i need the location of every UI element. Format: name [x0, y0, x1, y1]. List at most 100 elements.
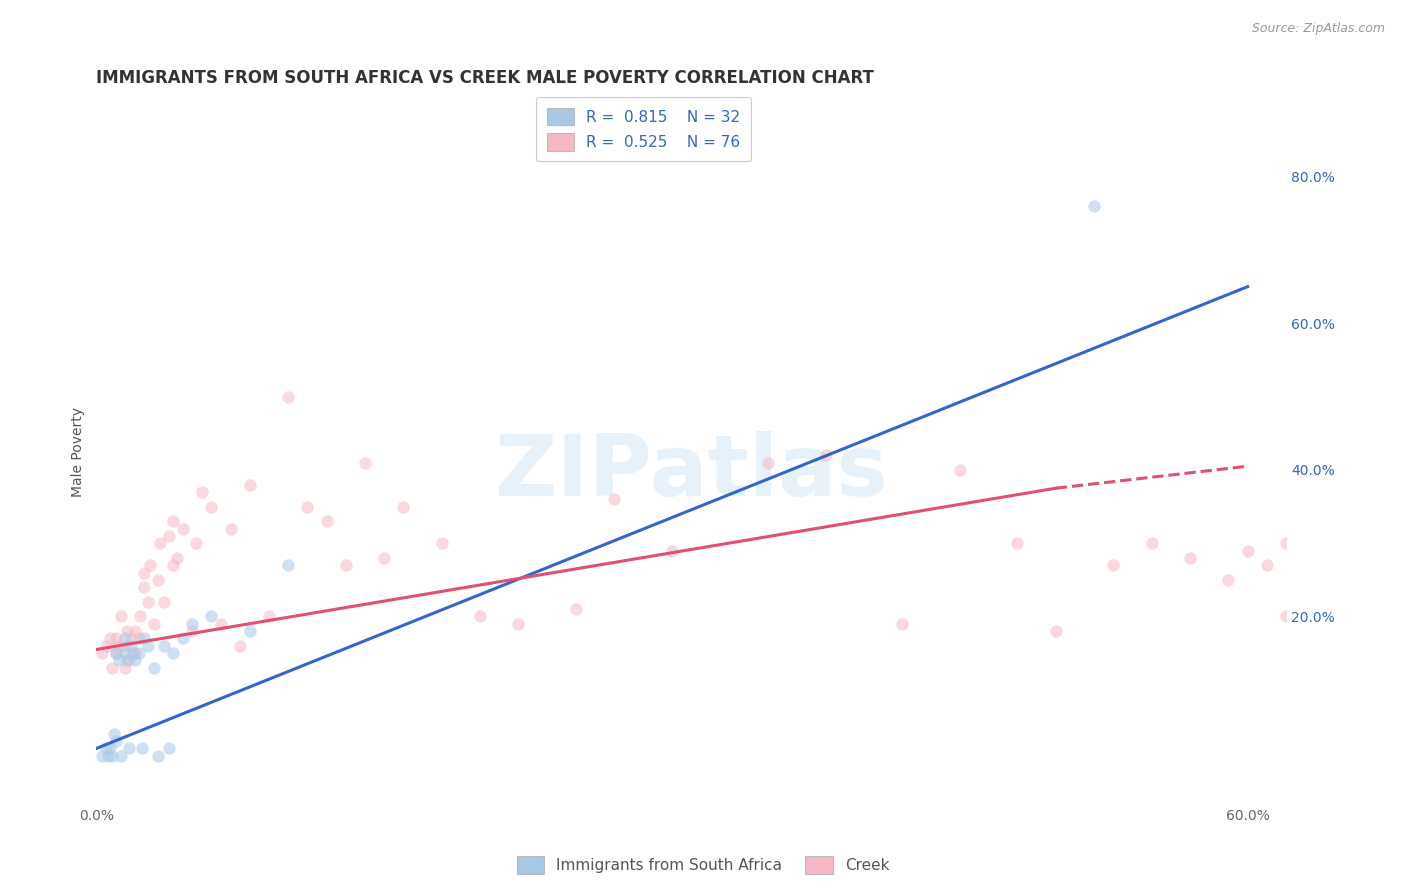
Point: [297, 500, 319, 514]
Point: [136, 639, 159, 653]
Point: [100, 748, 122, 763]
Text: ZIPatlas: ZIPatlas: [495, 431, 889, 514]
Point: [118, 741, 141, 756]
Point: [103, 727, 125, 741]
Point: [949, 463, 972, 477]
Point: [184, 536, 207, 550]
Point: [1178, 550, 1201, 565]
Point: [110, 609, 132, 624]
Point: [114, 639, 136, 653]
Point: [661, 543, 683, 558]
Point: [229, 639, 252, 653]
Point: [146, 748, 169, 763]
Point: [1236, 543, 1258, 558]
Point: [124, 646, 146, 660]
Point: [172, 522, 194, 536]
Point: [1102, 558, 1125, 573]
Point: [128, 646, 150, 660]
Point: [108, 639, 131, 653]
Point: [756, 456, 779, 470]
Point: [603, 492, 626, 507]
Point: [1313, 595, 1336, 609]
Point: [110, 748, 132, 763]
Point: [335, 558, 357, 573]
Point: [200, 609, 222, 624]
Point: [1256, 558, 1278, 573]
Text: IMMIGRANTS FROM SOUTH AFRICA VS CREEK MALE POVERTY CORRELATION CHART: IMMIGRANTS FROM SOUTH AFRICA VS CREEK MA…: [97, 69, 875, 87]
Point: [257, 609, 280, 624]
Point: [94, 639, 117, 653]
Point: [172, 632, 194, 646]
Point: [181, 624, 204, 639]
Point: [157, 741, 180, 756]
Point: [392, 500, 415, 514]
Point: [91, 748, 114, 763]
Point: [1371, 550, 1393, 565]
Point: [1218, 573, 1240, 587]
Point: [97, 748, 120, 763]
Point: [120, 639, 142, 653]
Point: [118, 653, 141, 667]
Point: [219, 522, 242, 536]
Text: Source: ZipAtlas.com: Source: ZipAtlas.com: [1251, 22, 1385, 36]
Point: [152, 639, 174, 653]
Point: [1333, 566, 1355, 580]
Point: [508, 616, 530, 631]
Point: [1275, 536, 1298, 550]
Point: [104, 646, 127, 660]
Point: [166, 550, 188, 565]
Y-axis label: Male Poverty: Male Poverty: [72, 407, 86, 497]
Point: [1045, 624, 1067, 639]
Point: [239, 624, 262, 639]
Point: [114, 632, 136, 646]
Point: [91, 646, 114, 660]
Point: [100, 661, 122, 675]
Point: [315, 514, 337, 528]
Point: [1140, 536, 1163, 550]
Point: [104, 734, 127, 748]
Point: [115, 624, 138, 639]
Point: [1333, 550, 1355, 565]
Point: [277, 390, 299, 404]
Point: [1007, 536, 1029, 550]
Point: [354, 456, 377, 470]
Point: [139, 558, 162, 573]
Point: [98, 741, 121, 756]
Point: [114, 646, 136, 660]
Point: [373, 550, 395, 565]
Legend: Immigrants from South Africa, Creek: Immigrants from South Africa, Creek: [510, 850, 896, 880]
Point: [181, 616, 204, 631]
Point: [108, 653, 131, 667]
Point: [114, 661, 136, 675]
Point: [104, 632, 127, 646]
Point: [104, 646, 127, 660]
Point: [136, 595, 159, 609]
Point: [98, 632, 121, 646]
Point: [162, 558, 184, 573]
Point: [146, 573, 169, 587]
Point: [134, 566, 156, 580]
Point: [152, 595, 174, 609]
Point: [162, 514, 184, 528]
Point: [891, 616, 914, 631]
Point: [814, 448, 837, 462]
Point: [115, 653, 138, 667]
Point: [1351, 573, 1374, 587]
Point: [142, 661, 165, 675]
Point: [121, 646, 143, 660]
Point: [124, 624, 146, 639]
Point: [134, 632, 156, 646]
Point: [1083, 199, 1105, 213]
Point: [162, 646, 184, 660]
Point: [191, 484, 214, 499]
Point: [1294, 558, 1316, 573]
Point: [468, 609, 491, 624]
Point: [120, 632, 142, 646]
Point: [200, 500, 222, 514]
Legend: R =  0.815    N = 32, R =  0.525    N = 76: R = 0.815 N = 32, R = 0.525 N = 76: [536, 97, 751, 161]
Point: [277, 558, 299, 573]
Point: [128, 632, 150, 646]
Point: [430, 536, 453, 550]
Point: [124, 653, 146, 667]
Point: [209, 616, 232, 631]
